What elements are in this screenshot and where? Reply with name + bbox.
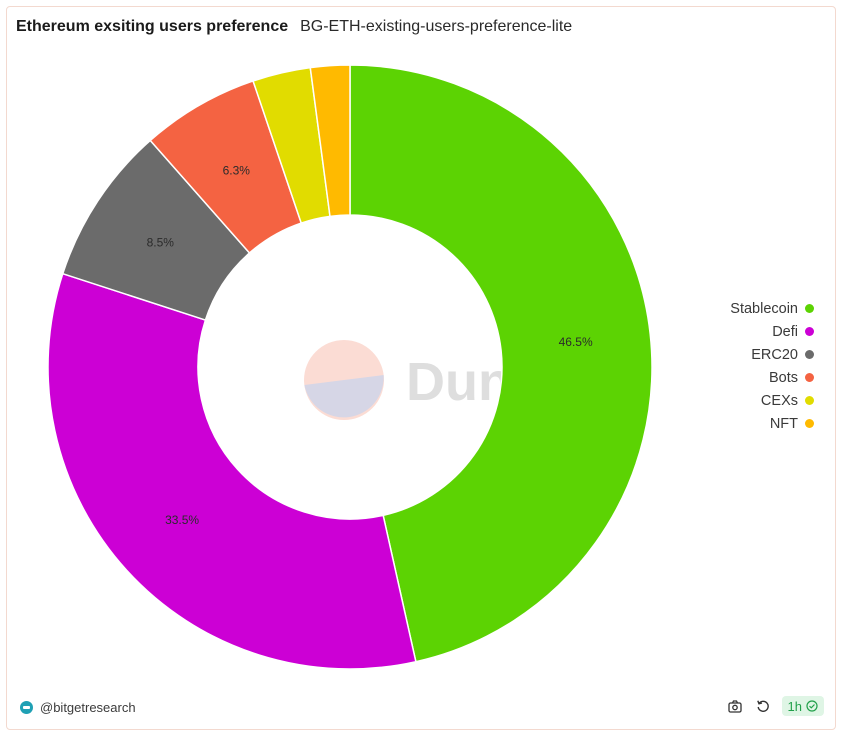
data-label-defi: 33.5% [165, 513, 199, 527]
slice-defi[interactable] [47, 272, 417, 670]
legend-label: Defi [772, 323, 798, 340]
legend-swatch [805, 396, 814, 405]
legend-swatch [805, 350, 814, 359]
chart-legend: Stablecoin Defi ERC20 Bots CEXs NFT [730, 300, 814, 432]
refresh-interval-badge[interactable]: 1h [781, 696, 824, 716]
chart-title: Ethereum exsiting users preference [16, 18, 289, 35]
data-label-bots: 6.3% [223, 164, 251, 178]
legend-item-erc20[interactable]: ERC20 [751, 346, 814, 363]
refresh-interval-label: 1h [787, 698, 802, 714]
legend-label: NFT [769, 415, 798, 432]
legend-swatch [805, 419, 814, 428]
legend-label: Stablecoin [730, 300, 798, 317]
chart-toolbar: 1h [726, 696, 824, 716]
slice-nft[interactable] [309, 64, 351, 218]
legend-item-cexs[interactable]: CEXs [761, 392, 814, 409]
author-handle: @bitgetresearch [40, 700, 136, 715]
legend-item-stablecoin[interactable]: Stablecoin [730, 300, 814, 317]
bitget-logo-icon [20, 701, 33, 714]
legend-swatch [805, 327, 814, 336]
slice-stablecoin[interactable] [349, 64, 653, 663]
refresh-icon[interactable] [754, 697, 772, 715]
chart-subtitle: BG-ETH-existing-users-preference-lite [300, 18, 573, 35]
author-attribution[interactable]: @bitgetresearch [20, 700, 136, 715]
legend-item-nft[interactable]: NFT [770, 415, 814, 432]
legend-swatch [805, 304, 814, 313]
legend-label: ERC20 [751, 346, 798, 363]
data-label-erc20: 8.5% [147, 235, 175, 249]
legend-item-defi[interactable]: Defi [772, 323, 814, 340]
camera-icon[interactable] [726, 697, 744, 715]
legend-label: Bots [768, 369, 798, 386]
legend-swatch [805, 373, 814, 382]
legend-item-bots[interactable]: Bots [769, 369, 814, 386]
legend-label: CEXs [760, 392, 798, 409]
check-circle-icon [806, 700, 818, 712]
data-label-stablecoin: 46.5% [559, 335, 593, 349]
chart-header: Ethereum exsiting users preference BG-ET… [16, 18, 572, 36]
watermark-logo-bottom [304, 375, 384, 418]
